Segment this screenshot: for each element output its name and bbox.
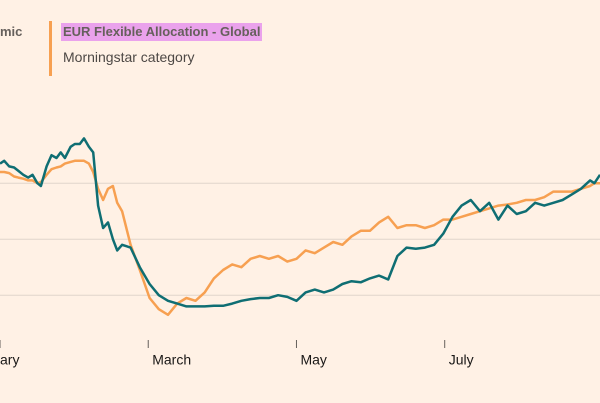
- fund-series-line: [0, 137, 600, 308]
- x-tick-label-0: ary: [0, 352, 19, 368]
- x-tick-label-2: May: [300, 352, 326, 368]
- x-tick-label-3: July: [449, 352, 474, 368]
- category-series-line: [0, 159, 600, 317]
- category-legend-label: EUR Flexible Allocation - Global: [61, 23, 263, 41]
- category-legend-swatch: [49, 21, 52, 76]
- x-tick-label-1: March: [152, 352, 191, 368]
- category-legend-subtitle: Morningstar category: [63, 49, 195, 65]
- fund-legend-text: mic: [0, 24, 23, 39]
